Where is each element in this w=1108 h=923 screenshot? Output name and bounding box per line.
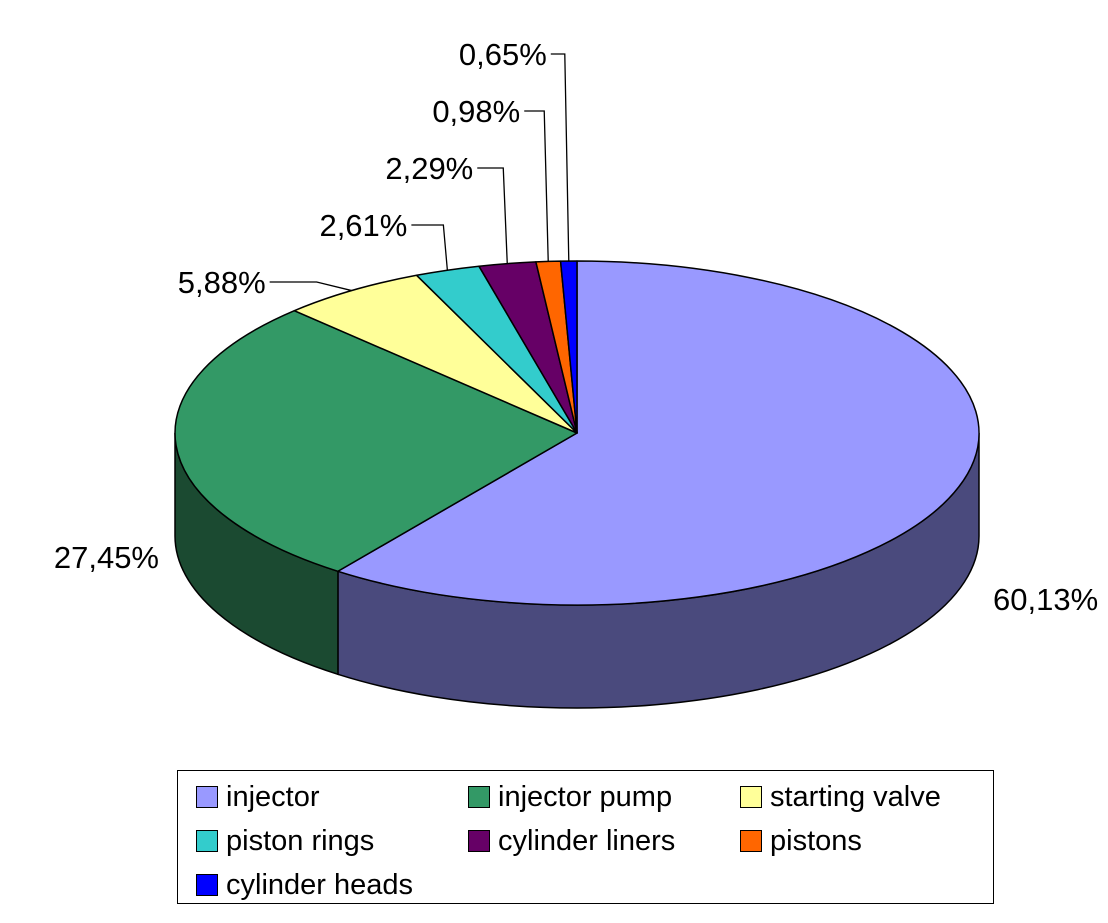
data-labels: 60,13% 27,45% 5,88% 2,61% 2,29% 0,98% 0,65%: [54, 37, 1098, 617]
legend-item-injector: injector: [196, 777, 320, 817]
legend-item-piston-rings: piston rings: [196, 821, 374, 861]
data-label-cylinder-liners: 2,29%: [385, 151, 473, 186]
legend-swatch: [196, 830, 218, 852]
data-label-injector: 60,13%: [993, 582, 1098, 617]
legend: injector injector pump starting valve pisto…: [177, 770, 994, 904]
legend-label: pistons: [770, 824, 862, 857]
legend-swatch: [468, 830, 490, 852]
legend-label: cylinder liners: [498, 824, 676, 857]
data-label-starting-valve: 5,88%: [178, 265, 266, 300]
pie-slices: [174, 260, 980, 606]
pie-slice-injector: [337, 260, 980, 606]
legend-item-pistons: pistons: [740, 821, 862, 861]
legend-item-cylinder-heads: cylinder heads: [196, 865, 413, 905]
pie-slice-starting-valve: [293, 274, 578, 434]
legend-label: injector: [226, 780, 320, 813]
data-label-pistons: 0,98%: [432, 94, 520, 129]
leader-line-starting-valve: [269, 281, 352, 292]
legend-item-starting-valve: starting valve: [740, 777, 941, 817]
data-label-cylinder-heads: 0,65%: [459, 37, 547, 72]
legend-item-injector-pump: injector pump: [468, 777, 672, 817]
legend-label: starting valve: [770, 780, 941, 813]
legend-swatch: [740, 830, 762, 852]
legend-swatch: [468, 786, 490, 808]
leader-line-pistons: [524, 110, 549, 262]
legend-label: injector pump: [498, 780, 673, 813]
data-label-injector-pump: 27,45%: [54, 540, 159, 575]
legend-swatch: [196, 874, 218, 896]
leader-line-cylinder-heads: [550, 53, 570, 262]
legend-label: cylinder heads: [226, 868, 413, 901]
legend-label: piston rings: [226, 824, 375, 857]
leader-line-piston-rings: [411, 224, 449, 271]
pie-slice-injector-pump: [174, 309, 578, 573]
data-label-piston-rings: 2,61%: [319, 208, 407, 243]
leader-lines: [269, 53, 570, 292]
legend-swatch: [196, 786, 218, 808]
legend-swatch: [740, 786, 762, 808]
leader-line-cylinder-liners: [477, 167, 508, 264]
legend-item-cylinder-liners: cylinder liners: [468, 821, 675, 861]
